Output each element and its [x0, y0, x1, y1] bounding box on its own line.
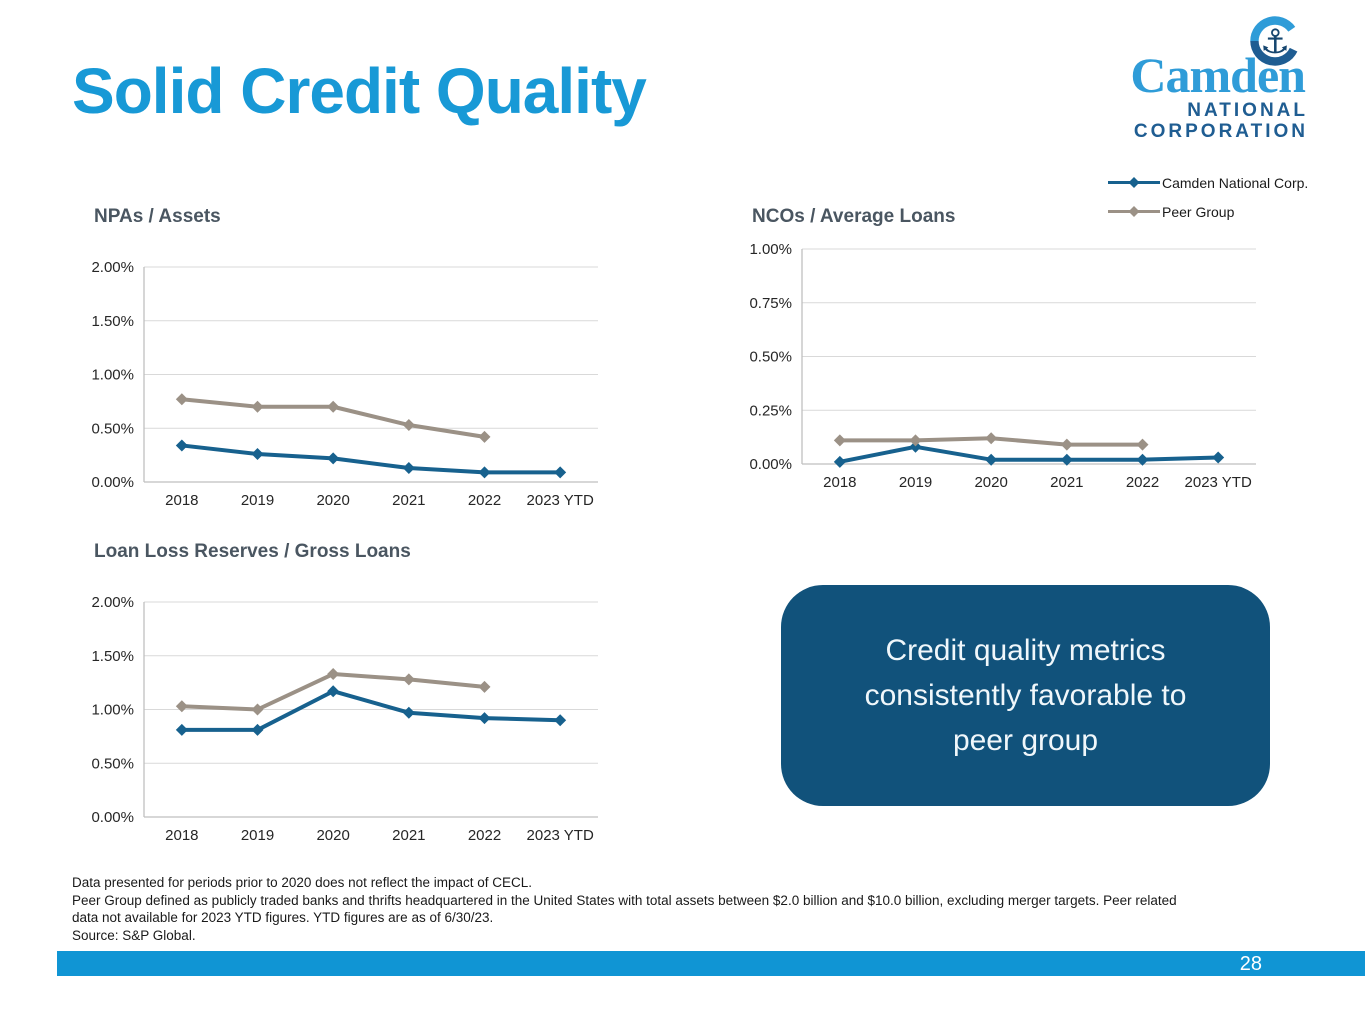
line-chart-ncos-average-loans: 0.00% 0.25% 0.50% 0.75% 1.00% 2018 2019 2020 202… — [749, 241, 1256, 491]
svg-text:0.50%: 0.50% — [91, 755, 134, 772]
footnote-line: data not available for 2023 YTD figures.… — [72, 910, 494, 925]
callout-line: Credit quality metrics — [885, 634, 1166, 667]
logo-text-national: NATIONAL — [1187, 100, 1308, 121]
logo-text-corporation: CORPORATION — [1133, 121, 1308, 142]
svg-text:0.00%: 0.00% — [749, 456, 792, 473]
svg-text:2018: 2018 — [823, 474, 856, 491]
svg-text:1.00%: 1.00% — [91, 702, 134, 719]
line-chart-loan-loss-reserves: 0.00% 0.50% 1.00% 1.50% 2.00% 2018 2019 2020 202… — [91, 594, 598, 844]
svg-text:2023 YTD: 2023 YTD — [527, 827, 594, 844]
footnotes: Data presented for periods prior to 2020… — [72, 874, 1177, 944]
svg-text:2020: 2020 — [316, 492, 349, 509]
svg-text:2022: 2022 — [1126, 474, 1159, 491]
chart-title: Loan Loss Reserves / Gross Loans — [94, 541, 411, 562]
callout-line: peer group — [952, 724, 1099, 757]
legend-item-peer-group: Peer Group — [1108, 197, 1308, 226]
footnote-line: Peer Group defined as publicly traded ba… — [72, 892, 1177, 908]
svg-text:0.00%: 0.00% — [91, 809, 134, 826]
footnote-line: Data presented for periods prior to 2020… — [72, 875, 533, 890]
svg-text:2018: 2018 — [165, 492, 198, 509]
company-logo: ⚓ Camden NATIONAL CORPORATION — [1100, 12, 1308, 142]
svg-text:0.25%: 0.25% — [749, 402, 792, 419]
chart-npas-assets: NPAs / Assets 0.00% 0.50% 1.00% 1.50% 2.00% 2… — [82, 205, 622, 522]
svg-text:2022: 2022 — [468, 492, 501, 509]
svg-text:0.50%: 0.50% — [91, 420, 134, 437]
line-chart-npas-assets: 0.00% 0.50% 1.00% 1.50% 2.00% 2018 2019 2020 202… — [91, 259, 598, 509]
legend-line-diamond-icon — [1108, 206, 1160, 217]
legend-line-diamond-icon — [1108, 177, 1160, 188]
svg-text:2.00%: 2.00% — [91, 259, 134, 276]
svg-text:2019: 2019 — [241, 827, 274, 844]
svg-text:2021: 2021 — [392, 492, 425, 509]
svg-text:1.00%: 1.00% — [749, 241, 792, 258]
callout-line: consistently favorable to — [864, 679, 1187, 712]
svg-text:2021: 2021 — [392, 827, 425, 844]
svg-text:⚓: ⚓ — [1260, 22, 1290, 61]
chart-ncos-average-loans: NCOs / Average Loans 0.00% 0.25% 0.50% 0.75… — [740, 205, 1280, 504]
legend-label: Peer Group — [1162, 203, 1235, 220]
svg-text:2.00%: 2.00% — [91, 594, 134, 611]
footer-bar: 28 — [57, 951, 1365, 976]
svg-text:2019: 2019 — [241, 492, 274, 509]
chart-title: NPAs / Assets — [94, 206, 221, 227]
svg-text:1.50%: 1.50% — [91, 313, 134, 330]
callout-box: Credit quality metrics consistently favo… — [781, 585, 1270, 806]
footnote-line: Source: S&P Global. — [72, 927, 196, 943]
svg-text:2023 YTD: 2023 YTD — [527, 492, 594, 509]
chart-title: NCOs / Average Loans — [752, 206, 956, 227]
svg-text:0.00%: 0.00% — [91, 474, 134, 491]
legend-label: Camden National Corp. — [1162, 174, 1309, 191]
svg-text:2020: 2020 — [316, 827, 349, 844]
svg-text:2022: 2022 — [468, 827, 501, 844]
svg-text:1.00%: 1.00% — [91, 367, 134, 384]
svg-text:2023 YTD: 2023 YTD — [1185, 474, 1252, 491]
svg-text:0.75%: 0.75% — [749, 295, 792, 312]
svg-text:2021: 2021 — [1050, 474, 1083, 491]
svg-text:2019: 2019 — [899, 474, 932, 491]
page-title: Solid Credit Quality — [72, 55, 647, 127]
chart-loan-loss-reserves: Loan Loss Reserves / Gross Loans 0.00% 0.… — [82, 540, 622, 857]
chart-legend: Camden National Corp. Peer Group — [1108, 168, 1308, 226]
legend-item-camden: Camden National Corp. — [1108, 168, 1308, 197]
page-number: 28 — [1239, 953, 1262, 975]
svg-text:1.50%: 1.50% — [91, 648, 134, 665]
svg-text:2020: 2020 — [974, 474, 1007, 491]
svg-text:2018: 2018 — [165, 827, 198, 844]
anchor-icon: ⚓ — [1250, 16, 1298, 66]
svg-text:0.50%: 0.50% — [749, 349, 792, 366]
